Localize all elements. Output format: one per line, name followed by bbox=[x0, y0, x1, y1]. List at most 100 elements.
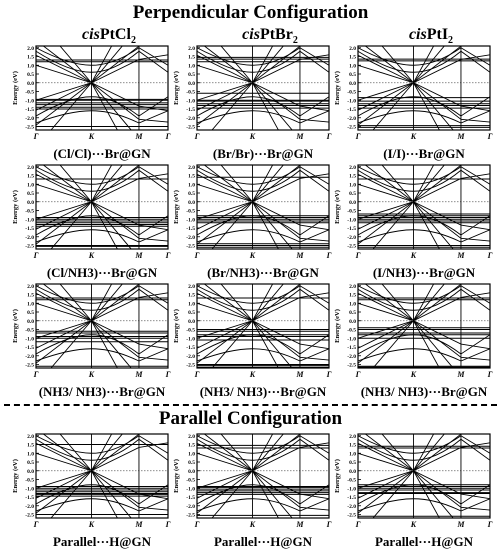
y-tick-label: 2.0 bbox=[188, 165, 195, 171]
k-point-label: Γ bbox=[194, 132, 200, 141]
band-line bbox=[197, 470, 293, 518]
band-structure-panel: 2.0 1.5 1.0 0.5 0.0 -0.5 -1.0 -1.5 -2.0 -2.5 Energ… bbox=[334, 433, 493, 529]
panel-caption: (I/I)···Br@GN bbox=[383, 146, 465, 161]
y-tick-label: -0.5 bbox=[347, 328, 356, 334]
k-point-label: K bbox=[249, 370, 256, 379]
k-point-label: Γ bbox=[165, 520, 171, 529]
band-line bbox=[358, 498, 490, 512]
y-tick-label: 1.0 bbox=[27, 182, 34, 188]
band-line bbox=[358, 284, 468, 322]
band-line bbox=[358, 229, 490, 243]
y-tick-label: 1.5 bbox=[188, 443, 195, 449]
band-line bbox=[220, 165, 274, 203]
y-tick-label: 1.0 bbox=[349, 63, 356, 69]
y-tick-label: 2.0 bbox=[349, 434, 356, 440]
plot-frame bbox=[196, 283, 330, 369]
band-structure-panel: 2.0 1.5 1.0 0.5 0.0 -0.5 -1.0 -1.5 -2.0 -2.5 Energ… bbox=[173, 433, 332, 529]
y-axis-label: Energy (eV) bbox=[334, 71, 341, 105]
y-tick-label: 1.5 bbox=[27, 174, 34, 180]
y-tick-label: -2.5 bbox=[186, 363, 195, 369]
band-line bbox=[358, 438, 490, 461]
y-tick-label: 2.0 bbox=[27, 46, 34, 52]
y-tick-label: 2.0 bbox=[27, 284, 34, 290]
parallel-heading: Parallel Configuration bbox=[158, 408, 343, 429]
band-line bbox=[358, 82, 490, 112]
band-line bbox=[197, 169, 329, 192]
y-tick-label: 0.5 bbox=[188, 191, 195, 197]
panel-caption: (NH3/ NH3)···Br@GN bbox=[38, 384, 166, 399]
y-tick-label: -0.5 bbox=[186, 209, 195, 215]
band-line bbox=[197, 320, 293, 368]
k-point-label: Γ bbox=[326, 520, 332, 529]
k-point-label: K bbox=[410, 132, 417, 141]
k-point-label: Γ bbox=[355, 251, 361, 260]
band-line bbox=[358, 334, 490, 355]
y-tick-label: 0.0 bbox=[349, 469, 356, 475]
band-line bbox=[220, 434, 274, 472]
k-point-label: M bbox=[456, 520, 465, 529]
perpendicular-heading: Perpendicular Configuration bbox=[132, 2, 369, 23]
y-tick-label: 1.0 bbox=[188, 451, 195, 457]
y-tick-label: 0.5 bbox=[349, 310, 356, 316]
k-point-label: M bbox=[134, 251, 143, 260]
band-line bbox=[211, 319, 279, 368]
column-prefix: cis bbox=[242, 26, 260, 43]
y-tick-label: -1.5 bbox=[186, 107, 195, 113]
section-divider bbox=[4, 404, 497, 406]
y-tick-label: 2.0 bbox=[27, 434, 34, 440]
band-line bbox=[42, 165, 123, 203]
y-tick-label: -0.5 bbox=[25, 328, 34, 334]
band-line bbox=[358, 54, 490, 84]
band-structure-panel: 2.0 1.5 1.0 0.5 0.0 -0.5 -1.0 -1.5 -2.0 -2.5 Energ… bbox=[173, 164, 332, 260]
band-line bbox=[36, 46, 146, 84]
band-line bbox=[197, 284, 307, 322]
band-line bbox=[36, 334, 168, 355]
y-tick-label: -0.5 bbox=[186, 328, 195, 334]
y-tick-label: 2.0 bbox=[27, 165, 34, 171]
k-point-label: Γ bbox=[487, 251, 493, 260]
y-tick-label: -2.0 bbox=[25, 504, 34, 510]
band-line bbox=[36, 173, 168, 203]
band-line bbox=[197, 173, 329, 203]
band-line bbox=[59, 434, 113, 472]
panel-caption: (Cl/Cl)···Br@GN bbox=[53, 146, 151, 161]
y-tick-label: -2.5 bbox=[186, 513, 195, 519]
y-tick-label: 0.0 bbox=[27, 469, 34, 475]
band-line bbox=[381, 434, 435, 472]
y-tick-label: -1.5 bbox=[25, 345, 34, 351]
band-line bbox=[381, 284, 435, 322]
y-tick-label: -1.0 bbox=[25, 336, 34, 342]
band-line bbox=[50, 81, 118, 130]
plot-frame bbox=[357, 45, 491, 131]
band-line bbox=[197, 229, 329, 243]
band-line bbox=[36, 82, 132, 130]
y-tick-label: 1.5 bbox=[27, 443, 34, 449]
y-tick-label: -0.5 bbox=[25, 90, 34, 96]
column-heading-pti2: cisPtI2 bbox=[356, 26, 501, 46]
y-tick-label: 2.0 bbox=[188, 46, 195, 52]
y-tick-label: 2.0 bbox=[349, 165, 356, 171]
y-tick-label: 1.0 bbox=[349, 301, 356, 307]
y-tick-label: 0.5 bbox=[27, 310, 34, 316]
band-line bbox=[197, 470, 329, 500]
k-point-label: K bbox=[410, 370, 417, 379]
band-lines bbox=[197, 46, 329, 130]
plot-frame bbox=[35, 283, 169, 369]
column-formula: PtBr bbox=[259, 26, 293, 43]
plot-frame bbox=[35, 433, 169, 519]
column-heading-ptbr2: cisPtBr2 bbox=[195, 26, 345, 46]
y-tick-label: -2.0 bbox=[25, 116, 34, 122]
panel-caption: (NH3/ NH3)···Br@GN bbox=[360, 384, 488, 399]
y-tick-label: -1.0 bbox=[25, 486, 34, 492]
plot-frame bbox=[357, 164, 491, 250]
band-line bbox=[220, 46, 274, 84]
k-point-label: Γ bbox=[33, 251, 39, 260]
k-point-label: Γ bbox=[487, 370, 493, 379]
band-line bbox=[197, 434, 307, 472]
band-line bbox=[197, 82, 329, 112]
band-line bbox=[197, 498, 329, 512]
k-point-label: M bbox=[456, 370, 465, 379]
band-line bbox=[36, 82, 168, 112]
band-line bbox=[36, 442, 168, 472]
panel-caption: (Cl/NH3)···Br@GN bbox=[46, 265, 158, 280]
